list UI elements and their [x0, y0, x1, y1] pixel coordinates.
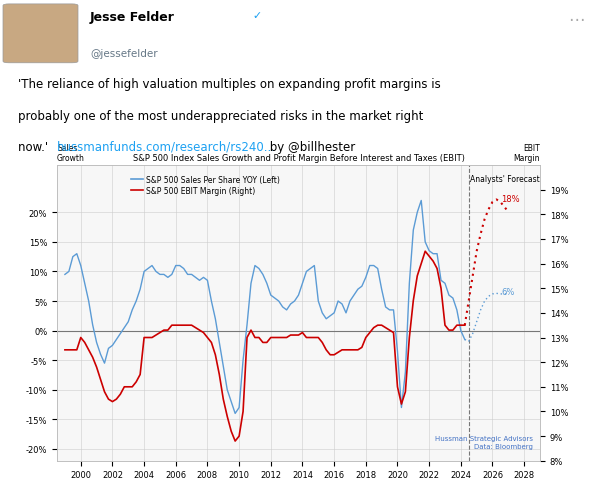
Text: S&P 500 Index Sales Growth and Profit Margin Before Interest and Taxes (EBIT): S&P 500 Index Sales Growth and Profit Ma… [133, 154, 464, 163]
Text: 6%: 6% [501, 288, 515, 296]
Text: Sales
Growth: Sales Growth [57, 144, 85, 163]
Text: hussmanfunds.com/research/rs240...: hussmanfunds.com/research/rs240... [56, 140, 275, 153]
Text: 'The reliance of high valuation multiples on expanding profit margins is: 'The reliance of high valuation multiple… [18, 78, 441, 91]
FancyBboxPatch shape [3, 5, 78, 64]
Text: Jesse Felder: Jesse Felder [90, 12, 175, 24]
Text: by @billhester: by @billhester [266, 140, 356, 153]
Text: probably one of the most underappreciated risks in the market right: probably one of the most underappreciate… [18, 109, 424, 122]
Text: ⋯: ⋯ [568, 12, 585, 29]
Text: 18%: 18% [501, 194, 520, 203]
Legend: S&P 500 Sales Per Share YOY (Left), S&P 500 EBIT Margin (Right): S&P 500 Sales Per Share YOY (Left), S&P … [128, 172, 283, 199]
Text: Analysts' Forecast: Analysts' Forecast [470, 174, 540, 183]
Text: now.': now.' [18, 140, 52, 153]
Text: @jessefelder: @jessefelder [90, 49, 158, 59]
Text: EBIT
Margin: EBIT Margin [514, 144, 540, 163]
Text: ✓: ✓ [249, 12, 262, 22]
Text: Hussman Strategic Advisors
Data: Bloomberg: Hussman Strategic Advisors Data: Bloombe… [435, 435, 533, 449]
